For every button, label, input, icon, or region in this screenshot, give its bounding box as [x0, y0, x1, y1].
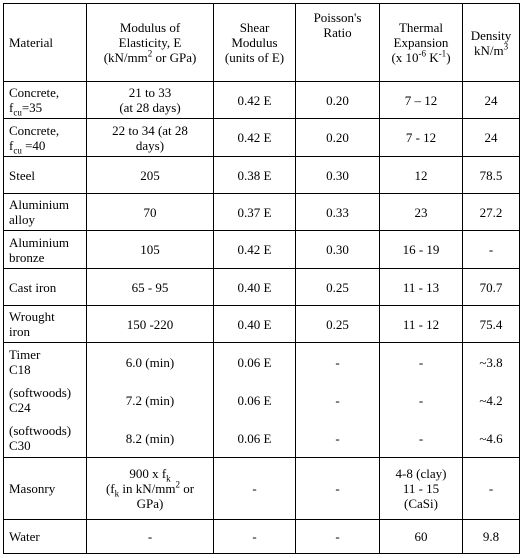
- material-cell: Wrought iron: [3, 305, 87, 343]
- density-cell: 27.2: [462, 193, 520, 231]
- modulus-cell: 6.0 (min) 7.2 (min) 8.2 (min): [86, 342, 214, 458]
- material-cell: Aluminium bronze: [3, 230, 87, 269]
- material-cell: Water: [3, 519, 87, 554]
- material-cell: Masonry: [3, 457, 87, 520]
- density-cell: 78.5: [462, 156, 520, 194]
- material-cell: Aluminium alloy: [3, 193, 87, 231]
- row-masonry: Masonry 900 x fk (fk in kN/mm2 or GPa) -…: [3, 457, 520, 520]
- shear-cell: 0.37 E: [213, 193, 296, 231]
- shear-cell: -: [213, 519, 296, 554]
- density-cell: 75.4: [462, 305, 520, 343]
- poisson-cell: 0.25: [295, 268, 380, 306]
- modulus-cell: -: [86, 519, 214, 554]
- row-concrete-35: Concrete, fcu=35 21 to 33 (at 28 days) 0…: [3, 81, 520, 119]
- timber-c30-label: (softwoods) C30: [9, 423, 72, 453]
- density-cell: 24: [462, 118, 520, 157]
- header-density: Density kN/m3: [462, 3, 520, 82]
- material-properties-table: Material Modulus of Elasticity, E (kN/mm…: [3, 3, 520, 554]
- thermal-cell: 4-8 (clay) 11 - 15 (CaSi): [379, 457, 463, 520]
- poisson-cell: - - -: [295, 342, 380, 458]
- shear-cell: 0.40 E: [213, 268, 296, 306]
- density-cell: 9.8: [462, 519, 520, 554]
- density-cell: -: [462, 230, 520, 269]
- material-cell: Timer C18 (softwoods) C24 (softwoods) C30: [3, 342, 87, 458]
- modulus-cell: 21 to 33 (at 28 days): [86, 81, 214, 119]
- thermal-cell: - - -: [379, 342, 463, 458]
- shear-cell: 0.40 E: [213, 305, 296, 343]
- shear-cell: 0.42 E: [213, 230, 296, 269]
- thermal-cell: 7 – 12: [379, 81, 463, 119]
- modulus-cell: 105: [86, 230, 214, 269]
- timber-c18-label: Timer C18: [9, 347, 41, 377]
- poisson-cell: 0.20: [295, 81, 380, 119]
- shear-cell: 0.42 E: [213, 118, 296, 157]
- material-cell: Concrete, fcu =40: [3, 118, 87, 157]
- poisson-cell: -: [295, 457, 380, 520]
- poisson-cell: -: [295, 519, 380, 554]
- material-cell: Cast iron: [3, 268, 87, 306]
- thermal-cell: 60: [379, 519, 463, 554]
- material-cell: Concrete, fcu=35: [3, 81, 87, 119]
- shear-cell: 0.38 E: [213, 156, 296, 194]
- shear-cell: -: [213, 457, 296, 520]
- poisson-cell: 0.33: [295, 193, 380, 231]
- thermal-cell: 11 - 13: [379, 268, 463, 306]
- density-cell: ~3.8 ~4.2 ~4.6: [462, 342, 520, 458]
- poisson-cell: 0.25: [295, 305, 380, 343]
- density-cell: 70.7: [462, 268, 520, 306]
- row-timber: Timer C18 (softwoods) C24 (softwoods) C30 6…: [3, 342, 520, 458]
- header-shear-modulus: Shear Modulus (units of E): [213, 3, 296, 82]
- modulus-cell: 22 to 34 (at 28 days): [86, 118, 214, 157]
- thermal-cell: 7 - 12: [379, 118, 463, 157]
- header-row: Material Modulus of Elasticity, E (kN/mm…: [3, 3, 520, 82]
- header-poissons-ratio: Poisson's Ratio: [295, 3, 380, 82]
- poisson-cell: 0.30: [295, 156, 380, 194]
- row-steel: Steel 205 0.38 E 0.30 12 78.5: [3, 156, 520, 194]
- thermal-cell: 23: [379, 193, 463, 231]
- thermal-cell: 12: [379, 156, 463, 194]
- modulus-cell: 205: [86, 156, 214, 194]
- row-water: Water - - - 60 9.8: [3, 519, 520, 554]
- row-cast-iron: Cast iron 65 - 95 0.40 E 0.25 11 - 13 70…: [3, 268, 520, 306]
- poisson-cell: 0.30: [295, 230, 380, 269]
- modulus-cell: 150 -220: [86, 305, 214, 343]
- modulus-cell: 65 - 95: [86, 268, 214, 306]
- density-cell: -: [462, 457, 520, 520]
- row-aluminium-bronze: Aluminium bronze 105 0.42 E 0.30 16 - 19…: [3, 230, 520, 269]
- modulus-cell: 900 x fk (fk in kN/mm2 or GPa): [86, 457, 214, 520]
- timber-c24-label: (softwoods) C24: [9, 385, 72, 415]
- row-concrete-40: Concrete, fcu =40 22 to 34 (at 28 days) …: [3, 118, 520, 157]
- thermal-cell: 16 - 19: [379, 230, 463, 269]
- poisson-cell: 0.20: [295, 118, 380, 157]
- header-material: Material: [3, 3, 87, 82]
- shear-cell: 0.42 E: [213, 81, 296, 119]
- thermal-cell: 11 - 12: [379, 305, 463, 343]
- row-wrought-iron: Wrought iron 150 -220 0.40 E 0.25 11 - 1…: [3, 305, 520, 343]
- header-thermal-expansion: Thermal Expansion (x 10-6 K-1): [379, 3, 463, 82]
- modulus-cell: 70: [86, 193, 214, 231]
- header-modulus: Modulus of Elasticity, E (kN/mm2 or GPa): [86, 3, 214, 82]
- density-cell: 24: [462, 81, 520, 119]
- row-aluminium-alloy: Aluminium alloy 70 0.37 E 0.33 23 27.2: [3, 193, 520, 231]
- material-cell: Steel: [3, 156, 87, 194]
- shear-cell: 0.06 E 0.06 E 0.06 E: [213, 342, 296, 458]
